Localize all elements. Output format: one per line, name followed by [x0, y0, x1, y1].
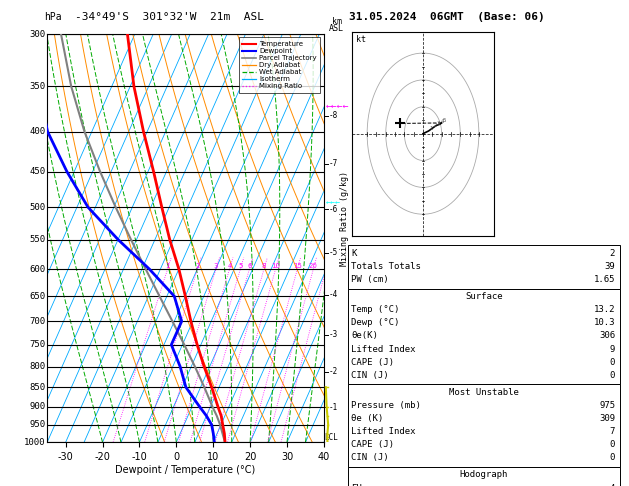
Text: Mixing Ratio (g/kg): Mixing Ratio (g/kg)	[340, 171, 349, 266]
Text: 4: 4	[441, 120, 444, 124]
Text: 400: 400	[30, 127, 46, 136]
Text: 3: 3	[437, 121, 440, 126]
Text: 550: 550	[30, 235, 46, 244]
Text: 975: 975	[599, 401, 615, 410]
Text: K: K	[351, 249, 357, 258]
Text: 850: 850	[30, 382, 46, 392]
Text: 15: 15	[293, 263, 302, 269]
Text: ←←←: ←←←	[326, 198, 341, 207]
Text: 750: 750	[30, 340, 46, 349]
Text: 10: 10	[271, 263, 280, 269]
Text: CAPE (J): CAPE (J)	[351, 440, 394, 450]
Text: © weatheronline.co.uk: © weatheronline.co.uk	[349, 471, 454, 480]
Text: ←←←←: ←←←←	[326, 101, 349, 111]
Legend: Temperature, Dewpoint, Parcel Trajectory, Dry Adiabat, Wet Adiabat, Isotherm, Mi: Temperature, Dewpoint, Parcel Trajectory…	[238, 37, 320, 93]
Text: 650: 650	[30, 292, 46, 301]
Text: 1000: 1000	[25, 438, 46, 447]
Text: θe (K): θe (K)	[351, 414, 383, 423]
Text: 1: 1	[430, 126, 433, 131]
Text: 950: 950	[30, 420, 46, 429]
Text: 0: 0	[610, 371, 615, 380]
Text: 7: 7	[610, 427, 615, 436]
Text: 6: 6	[247, 263, 252, 269]
Text: -8: -8	[329, 111, 338, 121]
Text: 5: 5	[443, 118, 446, 123]
Text: 350: 350	[30, 82, 46, 91]
Text: 1.65: 1.65	[594, 275, 615, 284]
Text: 20: 20	[309, 263, 318, 269]
Text: -2: -2	[329, 367, 338, 376]
Text: 306: 306	[599, 331, 615, 341]
Text: 0: 0	[610, 440, 615, 450]
Text: -4: -4	[329, 290, 338, 299]
Text: CIN (J): CIN (J)	[351, 453, 389, 463]
Text: Temp (°C): Temp (°C)	[351, 305, 399, 314]
Text: CAPE (J): CAPE (J)	[351, 358, 394, 367]
Text: 1: 1	[165, 263, 170, 269]
Text: hPa: hPa	[44, 12, 62, 22]
Text: 309: 309	[599, 414, 615, 423]
Text: kt: kt	[356, 35, 366, 44]
Text: PW (cm): PW (cm)	[351, 275, 389, 284]
Text: 300: 300	[30, 30, 46, 38]
Text: Surface: Surface	[465, 292, 503, 301]
X-axis label: Dewpoint / Temperature (°C): Dewpoint / Temperature (°C)	[116, 465, 255, 475]
Text: 3: 3	[214, 263, 218, 269]
Text: -3: -3	[329, 330, 338, 339]
Text: 500: 500	[30, 203, 46, 212]
Text: 800: 800	[30, 362, 46, 371]
Text: 2: 2	[195, 263, 199, 269]
Text: 2: 2	[433, 123, 437, 128]
Text: θe(K): θe(K)	[351, 331, 378, 341]
Text: 4: 4	[610, 484, 615, 486]
Text: Most Unstable: Most Unstable	[448, 388, 519, 397]
Text: 13.2: 13.2	[594, 305, 615, 314]
Text: 700: 700	[30, 317, 46, 326]
Text: -7: -7	[329, 159, 338, 168]
Text: EH: EH	[351, 484, 362, 486]
Text: 8: 8	[262, 263, 266, 269]
Text: 4: 4	[227, 263, 231, 269]
Text: 39: 39	[604, 262, 615, 271]
Text: Lifted Index: Lifted Index	[351, 345, 416, 354]
Text: Pressure (mb): Pressure (mb)	[351, 401, 421, 410]
Text: 10.3: 10.3	[594, 318, 615, 328]
Text: Lifted Index: Lifted Index	[351, 427, 416, 436]
Text: 5: 5	[238, 263, 243, 269]
Text: km: km	[331, 17, 342, 26]
Text: 31.05.2024  06GMT  (Base: 06): 31.05.2024 06GMT (Base: 06)	[349, 12, 545, 22]
Text: CIN (J): CIN (J)	[351, 371, 389, 380]
Text: -34°49'S  301°32'W  21m  ASL: -34°49'S 301°32'W 21m ASL	[75, 12, 264, 22]
Text: -5: -5	[329, 248, 338, 258]
Text: 9: 9	[610, 345, 615, 354]
Text: 900: 900	[30, 402, 46, 411]
Text: -6: -6	[329, 205, 338, 214]
Text: LCL: LCL	[325, 433, 338, 442]
Text: Hodograph: Hodograph	[460, 470, 508, 480]
Text: 0: 0	[610, 453, 615, 463]
Text: ASL: ASL	[329, 24, 344, 34]
Text: -1: -1	[329, 403, 338, 412]
Text: Dewp (°C): Dewp (°C)	[351, 318, 399, 328]
Text: 600: 600	[30, 264, 46, 274]
Text: Totals Totals: Totals Totals	[351, 262, 421, 271]
Text: 2: 2	[610, 249, 615, 258]
Text: 0: 0	[610, 358, 615, 367]
Text: 450: 450	[30, 167, 46, 176]
